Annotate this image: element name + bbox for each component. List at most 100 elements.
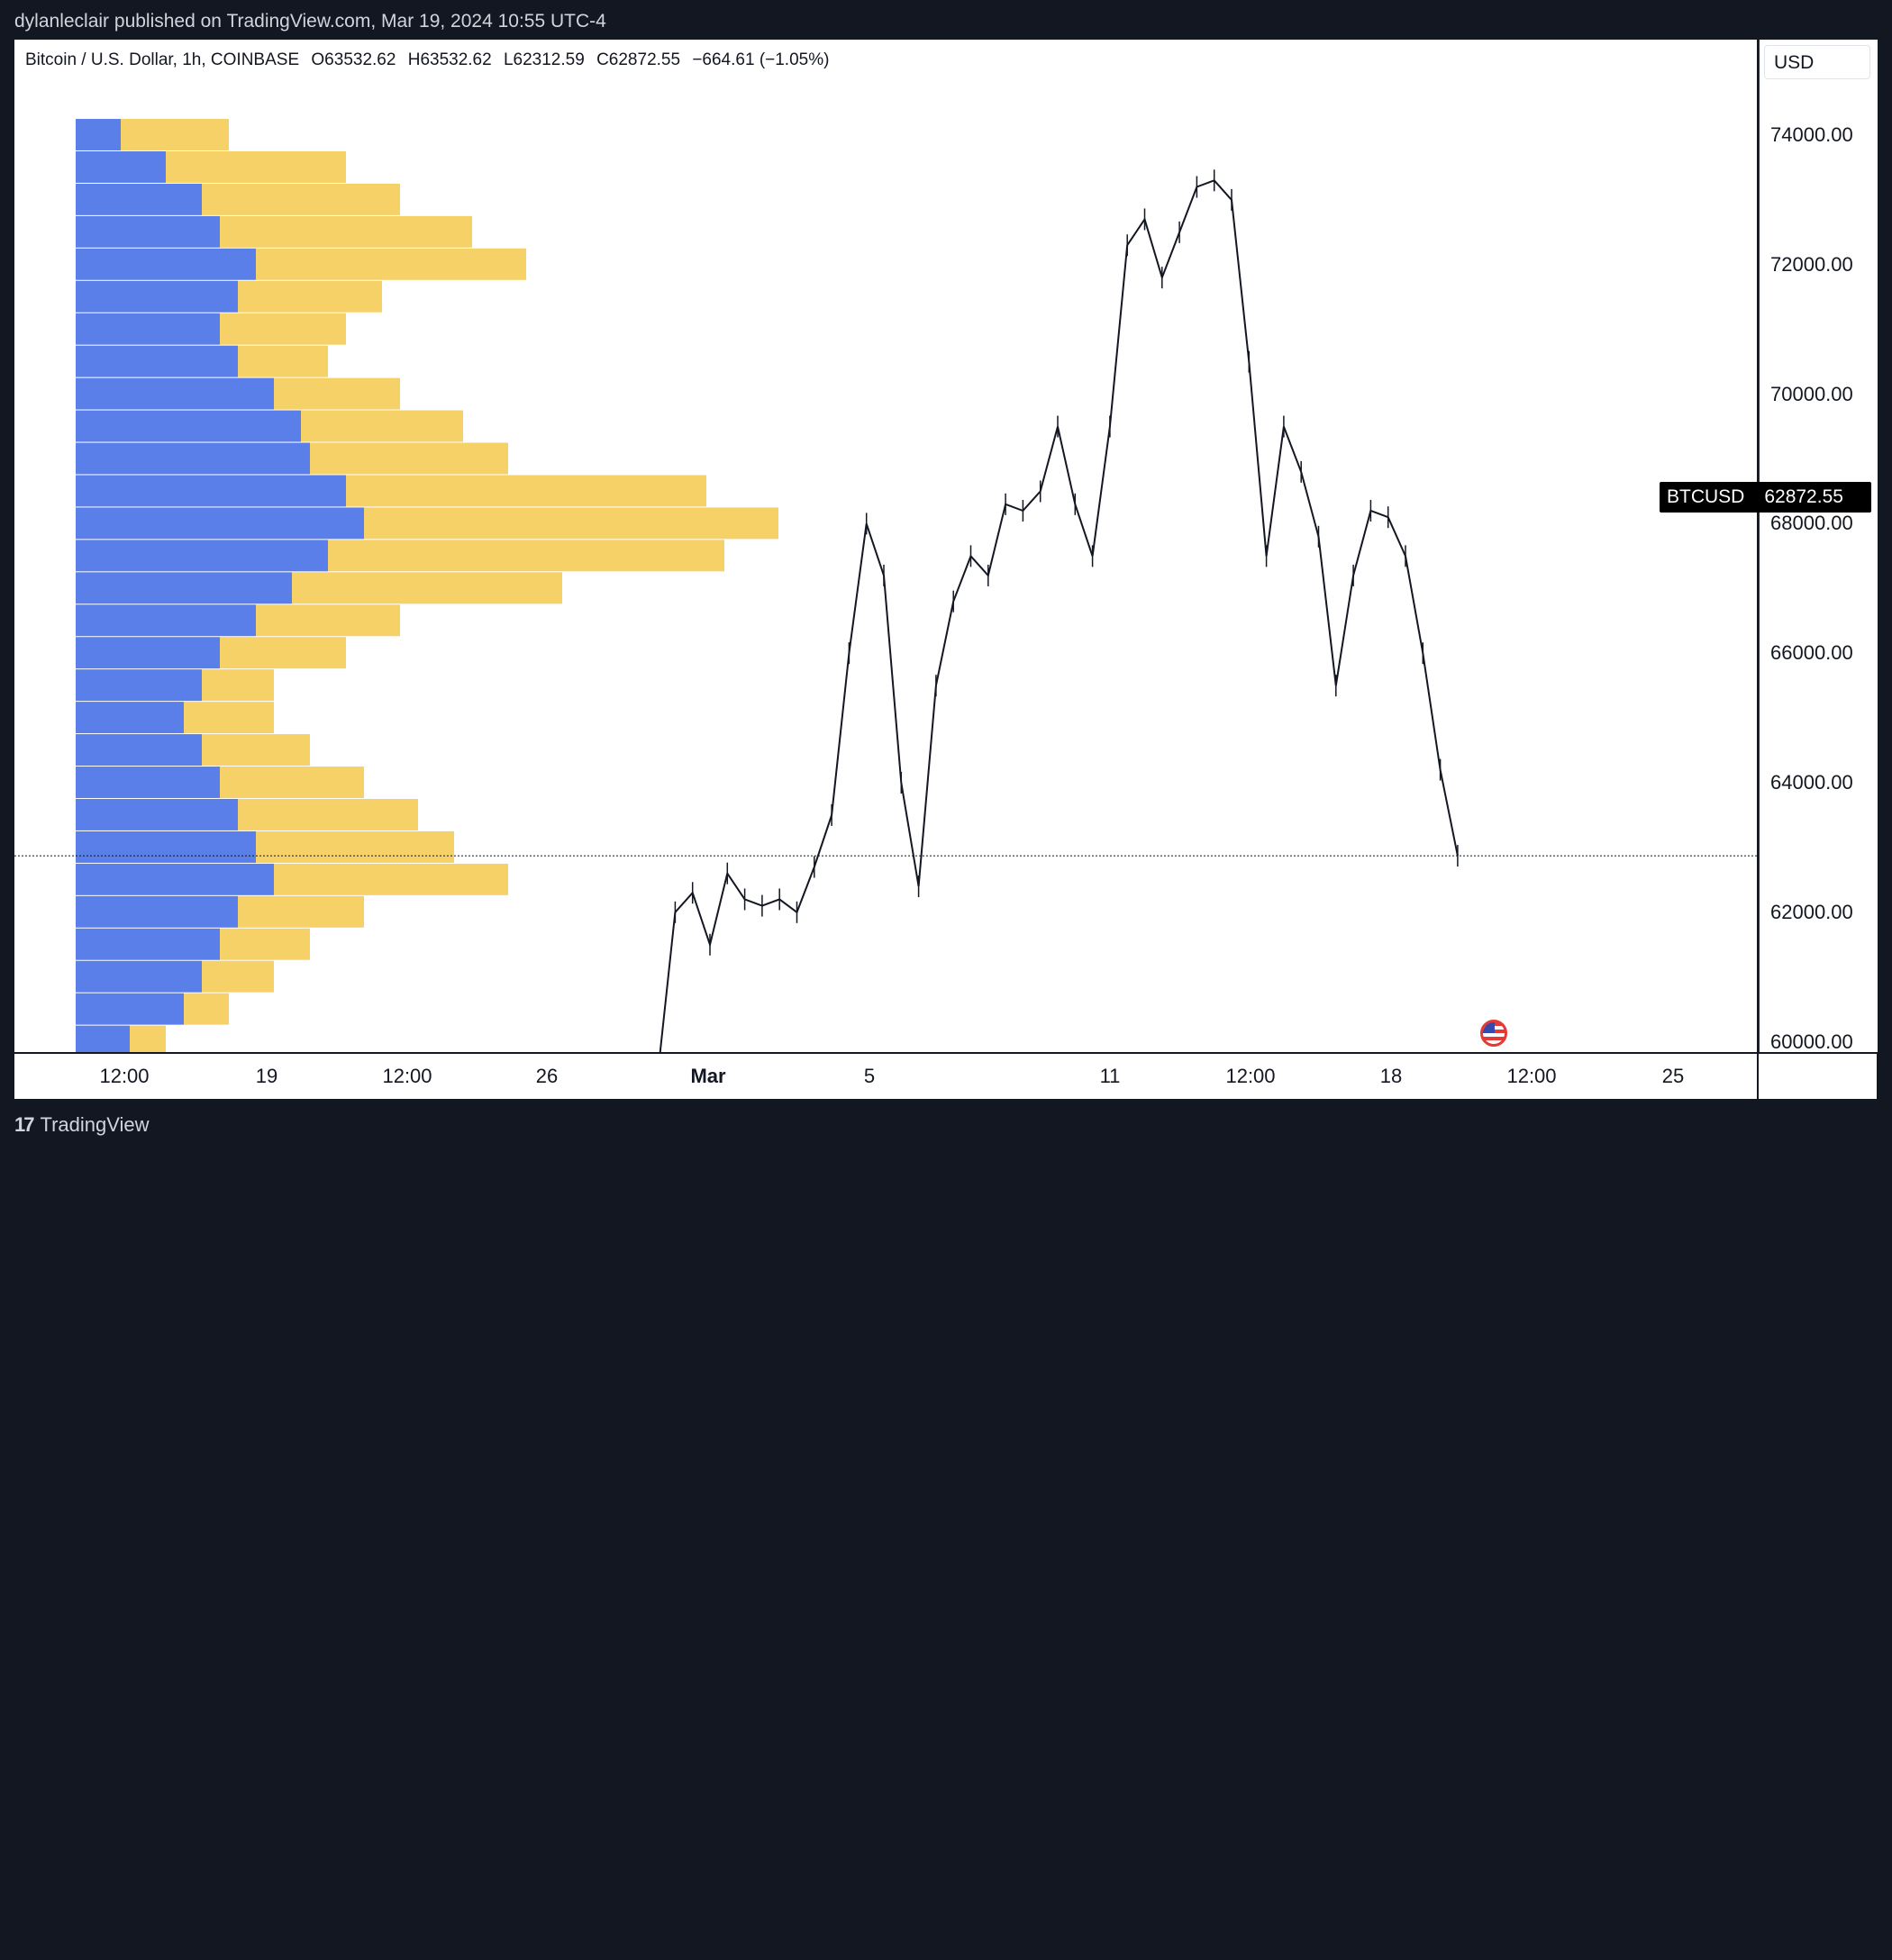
volume-profile-down-bar [76,604,256,637]
volume-profile-up-bar [121,119,229,150]
change-value: −664.61 (−1.05%) [692,50,830,69]
volume-profile-up-bar [238,280,382,313]
open-value: O63532.62 [311,50,396,69]
symbol-legend: Bitcoin / U.S. Dollar, 1h, COINBASE O635… [25,50,836,70]
volume-profile-up-bar [202,960,274,993]
volume-profile-down-bar [76,345,238,377]
volume-profile-up-bar [292,572,562,604]
time-tick-label: 25 [1661,1065,1685,1087]
volume-profile-up-bar [328,540,724,572]
time-tick-label: 12:00 [99,1065,150,1087]
volume-profile-down-bar [76,767,220,798]
volume-profile-up-bar [202,183,400,215]
volume-profile-down-bar [76,702,184,734]
volume-profile-down-bar [76,475,346,507]
price-tick-label: 74000.00 [1770,123,1853,146]
symbol-name: Bitcoin / U.S. Dollar, 1h, COINBASE [25,50,300,69]
price-tick-label: 54000.00 [1770,1419,1853,1441]
low-value: L62312.59 [503,50,585,69]
footer-bar [0,1099,1892,1150]
volume-profile-down-bar [76,572,292,604]
volume-profile-up-bar [184,993,229,1025]
time-tick-label: 5 [863,1065,876,1087]
price-tick-label: 68000.00 [1770,512,1853,535]
time-axis[interactable] [14,1054,1757,1099]
price-tick-label: 70000.00 [1770,382,1853,405]
last-price-label: BTCUSD 62872.55 [1660,482,1871,513]
price-tick-label: 60000.00 [1770,1030,1853,1053]
volume-profile-up-bar [184,702,274,734]
volume-profile [76,119,778,1052]
us-flag-icon[interactable] [1480,1020,1507,1047]
volume-profile-up-bar [220,637,346,669]
last-price-value: 62872.55 [1764,486,1843,507]
time-tick-label: 18 [1379,1065,1403,1087]
price-tick-label: 62000.00 [1770,900,1853,923]
price-tick-label: 64000.00 [1770,771,1853,794]
volume-profile-down-bar [76,1025,130,1052]
volume-profile-up-bar [220,313,346,345]
volume-profile-up-bar [202,669,274,702]
currency-button[interactable]: USD [1764,45,1870,79]
volume-profile-down-bar [76,960,202,993]
price-tick-label: 56000.00 [1770,1289,1853,1312]
volume-profile-down-bar [76,863,274,895]
volume-profile-up-bar [220,928,310,960]
volume-profile-down-bar [76,637,220,669]
volume-profile-up-bar [364,507,778,540]
axis-separator [1757,40,1759,1099]
tradingview-brand: TradingView [40,1113,150,1136]
time-tick-label: 12:00 [1225,1065,1276,1087]
volume-profile-down-bar [76,410,301,442]
time-tick-label: 12:00 [382,1065,432,1087]
time-tick-label: 11 [1099,1065,1121,1087]
time-axis-separator [14,1052,1877,1054]
high-value: H63532.62 [407,50,492,69]
time-tick-label: 26 [535,1065,559,1087]
volume-profile-up-bar [310,442,508,475]
axis-corner [1759,1054,1877,1099]
price-axis[interactable] [1759,40,1878,1052]
volume-profile-down-bar [76,442,310,475]
tradingview-logo-icon: 17 [14,1113,35,1136]
price-tick-label: 48000.00 [1770,1807,1853,1830]
volume-profile-up-bar [202,734,310,767]
volume-profile-up-bar [346,475,706,507]
volume-profile-down-bar [76,377,274,410]
volume-profile-up-bar [238,895,364,928]
volume-profile-up-bar [220,215,472,248]
volume-profile-down-bar [76,507,364,540]
price-chart[interactable] [14,40,1757,1052]
published-by-text: dylanleclair published on TradingView.co… [14,11,606,32]
price-tick-label: 50000.00 [1770,1677,1853,1701]
volume-profile-down-bar [76,119,121,150]
volume-profile-up-bar [256,604,400,637]
volume-profile-down-bar [76,313,220,345]
close-value: C62872.55 [596,50,681,69]
time-tick-label: 19 [255,1065,278,1087]
price-tick-label: 66000.00 [1770,641,1853,665]
price-tick-label: 72000.00 [1770,252,1853,276]
volume-profile-up-bar [238,345,328,377]
volume-profile-down-bar [76,798,238,830]
volume-profile-down-bar [76,895,238,928]
volume-profile-up-bar [130,1025,166,1052]
tradingview-logo[interactable]: 17 TradingView [14,1113,150,1137]
volume-profile-down-bar [76,928,220,960]
time-tick-label: Mar [690,1065,726,1087]
volume-profile-up-bar [274,377,400,410]
volume-profile-up-bar [256,248,526,280]
volume-profile-down-bar [76,830,256,863]
volume-profile-up-bar [301,410,463,442]
price-series [659,169,1459,1052]
price-tick-label: 58000.00 [1770,1159,1853,1183]
volume-profile-down-bar [76,540,328,572]
volume-profile-down-bar [76,734,202,767]
volume-profile-down-bar [76,150,166,183]
volume-profile-up-bar [220,767,364,798]
volume-profile-up-bar [166,150,346,183]
volume-profile-down-bar [76,280,238,313]
price-tick-label: 46000.00 [1770,1937,1853,1960]
volume-profile-up-bar [238,798,418,830]
price-line [659,179,1459,1052]
